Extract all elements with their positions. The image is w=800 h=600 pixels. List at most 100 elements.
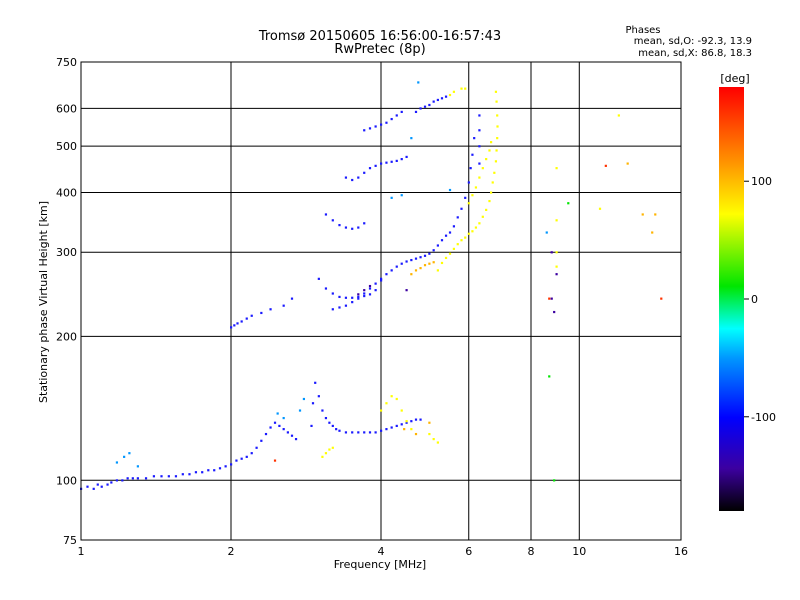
data-point	[617, 114, 620, 117]
data-point	[436, 441, 439, 444]
data-point	[414, 418, 418, 421]
data-point	[405, 420, 408, 423]
x-tick-label: 1	[78, 545, 85, 558]
data-point	[436, 98, 439, 102]
data-point	[419, 267, 422, 270]
data-point	[123, 455, 126, 458]
y-tick-label: 500	[56, 140, 77, 153]
data-point	[395, 159, 398, 162]
data-point	[553, 310, 556, 314]
data-point	[236, 322, 239, 325]
data-point	[331, 219, 334, 222]
data-point	[395, 114, 398, 117]
x-tick-label: 6	[465, 545, 472, 558]
data-point	[92, 487, 95, 490]
data-point	[436, 269, 439, 272]
data-point	[395, 265, 398, 268]
data-point	[478, 176, 481, 179]
data-point	[152, 475, 156, 478]
data-point	[363, 129, 366, 132]
colorbar-tick-label: 100	[751, 175, 772, 188]
y-axis-ticks: 75 100 200 300 400 500 600 750	[56, 56, 77, 547]
data-point	[167, 475, 170, 478]
data-point	[456, 243, 459, 246]
data-point	[478, 114, 481, 117]
data-point	[338, 224, 341, 227]
data-point	[351, 178, 354, 182]
data-point	[553, 479, 556, 482]
data-point	[488, 199, 491, 203]
data-point	[460, 87, 463, 90]
data-point	[250, 452, 253, 455]
data-point	[368, 127, 372, 130]
data-point	[467, 181, 470, 184]
data-point	[495, 149, 498, 152]
phase-stats-x: mean, sd,X: 86.8, 18.3	[638, 48, 752, 59]
data-point	[276, 412, 279, 415]
data-point	[131, 477, 134, 480]
data-point	[96, 483, 99, 486]
data-point	[467, 232, 470, 235]
data-point	[230, 463, 233, 466]
data-point	[410, 258, 413, 262]
data-point	[548, 375, 551, 378]
data-point	[338, 429, 341, 432]
data-point	[314, 381, 317, 384]
data-point	[368, 293, 372, 296]
x-tick-label: 4	[378, 545, 385, 558]
data-point	[436, 244, 439, 247]
data-point	[282, 416, 285, 420]
data-point	[86, 485, 89, 488]
data-point	[604, 164, 607, 167]
x-tick-label: 2	[228, 545, 235, 558]
grid-lines	[81, 62, 681, 540]
data-point	[428, 103, 431, 107]
data-point	[452, 225, 456, 228]
data-points	[80, 81, 663, 490]
data-point	[467, 202, 470, 205]
x-tick-label: 10	[572, 545, 586, 558]
data-point	[273, 459, 277, 462]
data-point	[419, 418, 422, 421]
colorbar-ticks: 100 0 -100	[744, 175, 776, 424]
data-point	[395, 397, 398, 401]
data-point	[290, 297, 294, 300]
data-point	[440, 261, 444, 265]
data-point	[444, 234, 448, 237]
data-point	[368, 431, 372, 434]
data-point	[110, 481, 113, 484]
data-point	[128, 452, 131, 455]
data-point	[419, 256, 422, 259]
data-point	[481, 215, 484, 218]
data-point	[106, 483, 109, 486]
data-point	[380, 409, 383, 412]
data-point	[338, 306, 341, 309]
data-point	[344, 296, 348, 299]
data-point	[224, 465, 227, 468]
data-point	[432, 261, 435, 264]
data-point	[485, 158, 488, 161]
data-point	[400, 110, 403, 114]
data-point	[456, 216, 459, 219]
data-point	[490, 141, 493, 144]
data-point	[390, 117, 393, 121]
data-point	[255, 446, 258, 449]
data-point	[460, 207, 463, 210]
data-point	[428, 432, 431, 436]
data-point	[181, 473, 184, 476]
data-point	[282, 304, 285, 307]
data-point	[324, 213, 328, 216]
data-point	[626, 162, 629, 165]
data-point	[494, 90, 498, 93]
data-point	[423, 254, 427, 257]
data-point	[374, 164, 377, 167]
data-point	[351, 227, 354, 230]
data-point	[464, 236, 467, 239]
phase-stats-heading: Phases	[625, 25, 660, 36]
data-point	[136, 477, 139, 480]
data-point	[400, 423, 403, 426]
data-point	[385, 428, 388, 431]
data-point	[188, 473, 191, 476]
data-point	[485, 208, 488, 212]
